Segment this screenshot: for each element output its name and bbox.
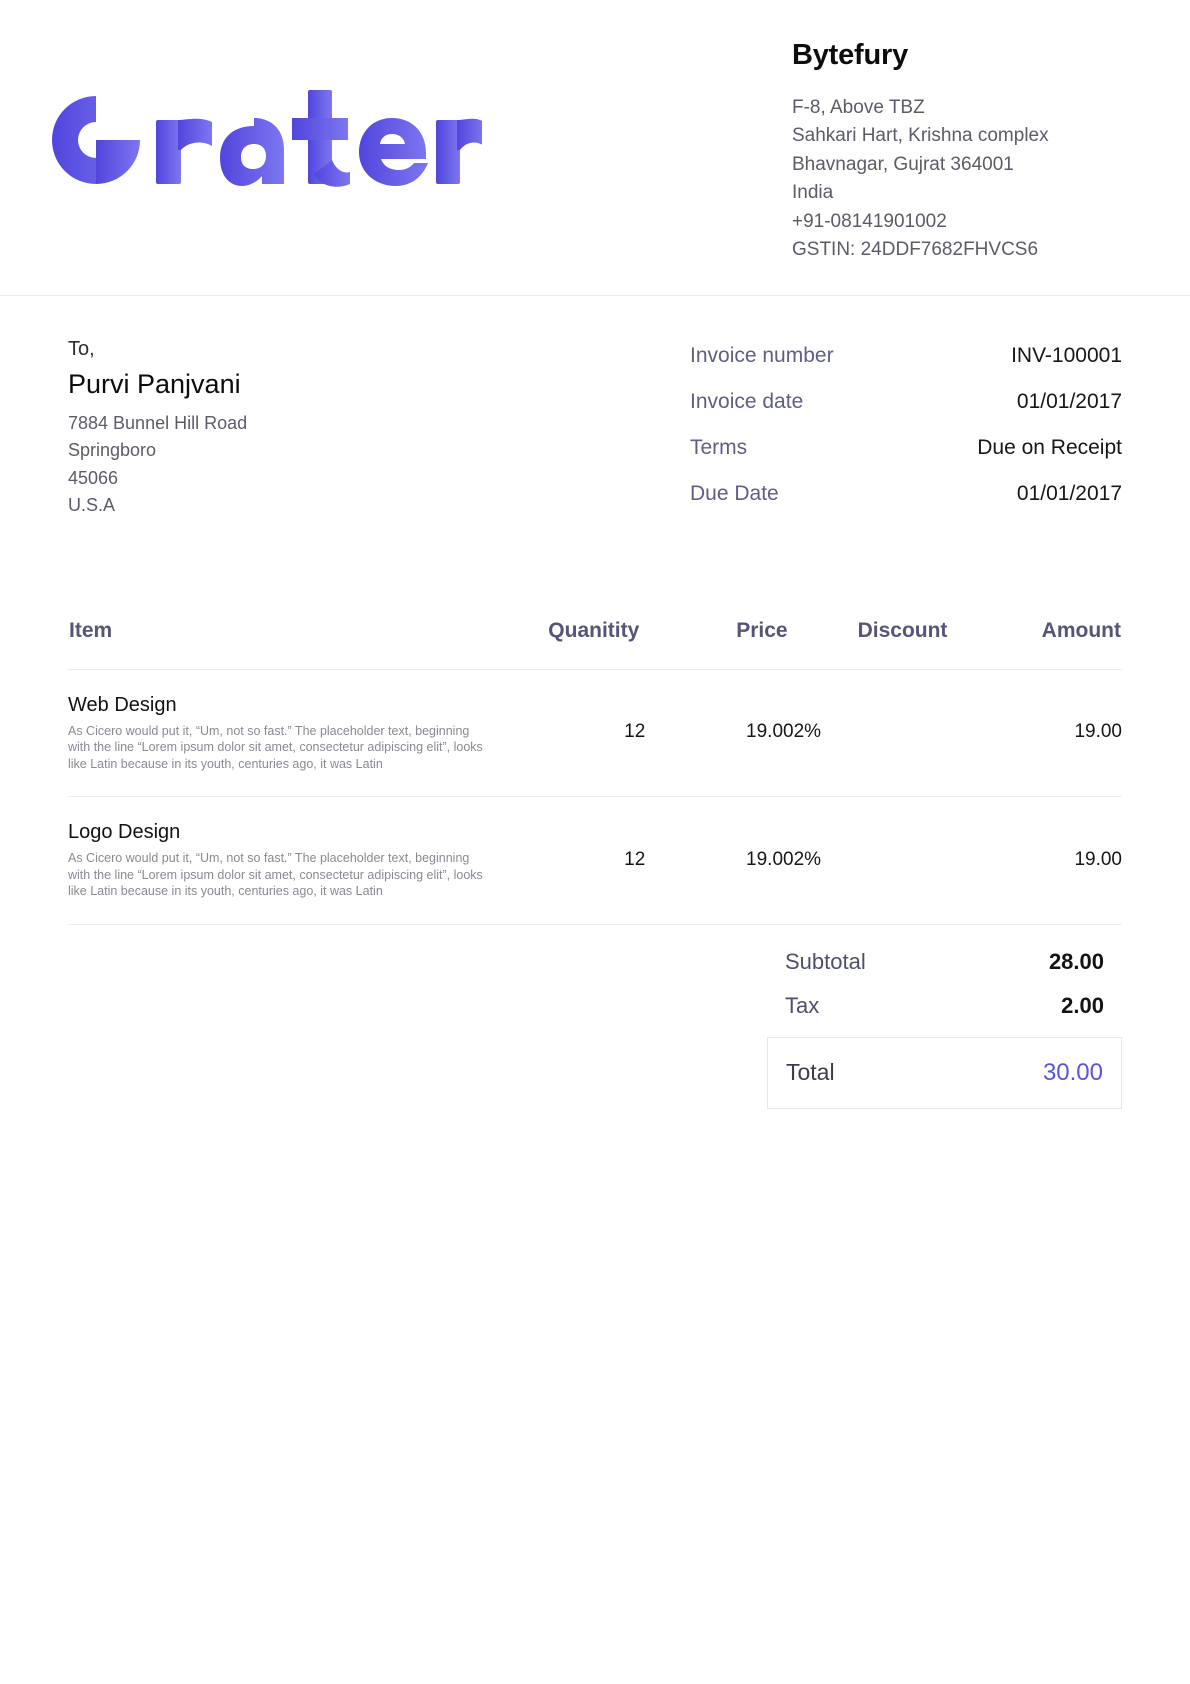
meta-value-invoice-number: INV-100001: [1011, 343, 1122, 367]
item-description: As Cicero would put it, “Um, not so fast…: [68, 723, 483, 771]
bill-to-block: To, Purvi Panjvani 7884 Bunnel Hill Road…: [68, 334, 538, 526]
meta-label: Terms: [690, 435, 748, 459]
meta-value-due-date: 01/01/2017: [1016, 481, 1122, 505]
meta-row-terms: Terms Due on Receipt: [690, 434, 1122, 462]
subtotal-label: Subtotal: [785, 948, 866, 974]
table-header-row: Item Quanitity Price Discount Amount: [68, 618, 1122, 670]
meta-label: Invoice date: [690, 389, 804, 413]
column-header-item: Item: [69, 618, 113, 642]
item-name: Web Design: [68, 693, 177, 716]
grand-total-value: 30.00: [1042, 1058, 1103, 1086]
bill-to-label: To,: [68, 337, 95, 360]
table-row: Logo Design As Cicero would put it, “Um,…: [68, 796, 1122, 925]
item-name: Logo Design: [68, 821, 181, 844]
table-header: Item Quanitity Price Discount Amount: [68, 618, 1122, 670]
cell-discount: 2%: [793, 668, 964, 797]
tax-value: 2.00: [1061, 992, 1104, 1018]
tax-row: Tax 2.00: [767, 993, 1122, 1019]
customer-address-line: Springboro: [68, 440, 157, 461]
meta-label: Due Date: [690, 481, 779, 505]
meta-row-invoice-date: Invoice date 01/01/2017: [690, 388, 1122, 416]
cell-item: Web Design As Cicero would put it, “Um, …: [68, 668, 519, 797]
cell-amount: 19.00: [963, 796, 1122, 925]
company-phone: +91-08141901002: [792, 210, 947, 232]
subtotal-row: Subtotal 28.00: [767, 949, 1122, 975]
grand-total-row: Total 30.00: [767, 1036, 1122, 1109]
company-block: Bytefury F-8, Above TBZ Sahkari Hart, Kr…: [792, 34, 1122, 265]
customer-address-line: 7884 Bunnel Hill Road: [68, 412, 248, 433]
invoice-meta-block: Invoice number INV-100001 Invoice date 0…: [690, 334, 1122, 526]
meta-label: Invoice number: [690, 343, 834, 367]
cell-discount: 2%: [793, 796, 964, 925]
company-address-line: Sahkari Hart, Krishna complex: [792, 125, 1049, 147]
customer-address-line: 45066: [68, 467, 119, 488]
company-name: Bytefury: [792, 39, 909, 71]
column-header-discount: Discount: [857, 618, 948, 642]
subtotal-value: 28.00: [1048, 948, 1104, 974]
company-gstin: GSTIN: 24DDF7682FHVCS6: [792, 239, 1039, 261]
cell-price: 19.00: [645, 668, 794, 797]
line-items-section: Item Quanitity Price Discount Amount Web…: [68, 618, 1122, 925]
table-row: Web Design As Cicero would put it, “Um, …: [68, 668, 1122, 797]
invoice-header: Bytefury F-8, Above TBZ Sahkari Hart, Kr…: [0, 0, 1190, 296]
cell-quantity: 12: [518, 668, 646, 797]
customer-name: Purvi Panjvani: [68, 368, 241, 399]
column-header-quantity: Quanitity: [548, 618, 640, 642]
crater-logo-icon: [52, 90, 482, 190]
meta-value-invoice-date: 01/01/2017: [1016, 389, 1122, 413]
cell-price: 19.00: [645, 796, 794, 925]
invoice-summary: To, Purvi Panjvani 7884 Bunnel Hill Road…: [0, 296, 1190, 526]
meta-row-invoice-number: Invoice number INV-100001: [690, 342, 1122, 370]
line-items-table: Item Quanitity Price Discount Amount Web…: [68, 618, 1122, 925]
table-body: Web Design As Cicero would put it, “Um, …: [68, 668, 1122, 925]
item-description: As Cicero would put it, “Um, not so fast…: [68, 851, 483, 899]
totals-section: Subtotal 28.00 Tax 2.00 Total 30.00: [68, 949, 1122, 1109]
company-address-line: India: [792, 182, 834, 204]
cell-amount: 19.00: [963, 668, 1122, 797]
totals-block: Subtotal 28.00 Tax 2.00 Total 30.00: [767, 949, 1122, 1109]
customer-address-line: U.S.A: [68, 495, 116, 516]
brand-logo: [52, 34, 482, 190]
cell-item: Logo Design As Cicero would put it, “Um,…: [68, 796, 519, 925]
grand-total-label: Total: [786, 1059, 835, 1086]
meta-row-due-date: Due Date 01/01/2017: [690, 480, 1122, 508]
company-address-line: Bhavnagar, Gujrat 364001: [792, 153, 1014, 175]
column-header-price: Price: [736, 618, 788, 642]
company-address-line: F-8, Above TBZ: [792, 96, 925, 118]
tax-label: Tax: [785, 992, 820, 1018]
meta-value-terms: Due on Receipt: [977, 435, 1122, 459]
column-header-amount: Amount: [1041, 618, 1121, 642]
cell-quantity: 12: [518, 796, 646, 925]
